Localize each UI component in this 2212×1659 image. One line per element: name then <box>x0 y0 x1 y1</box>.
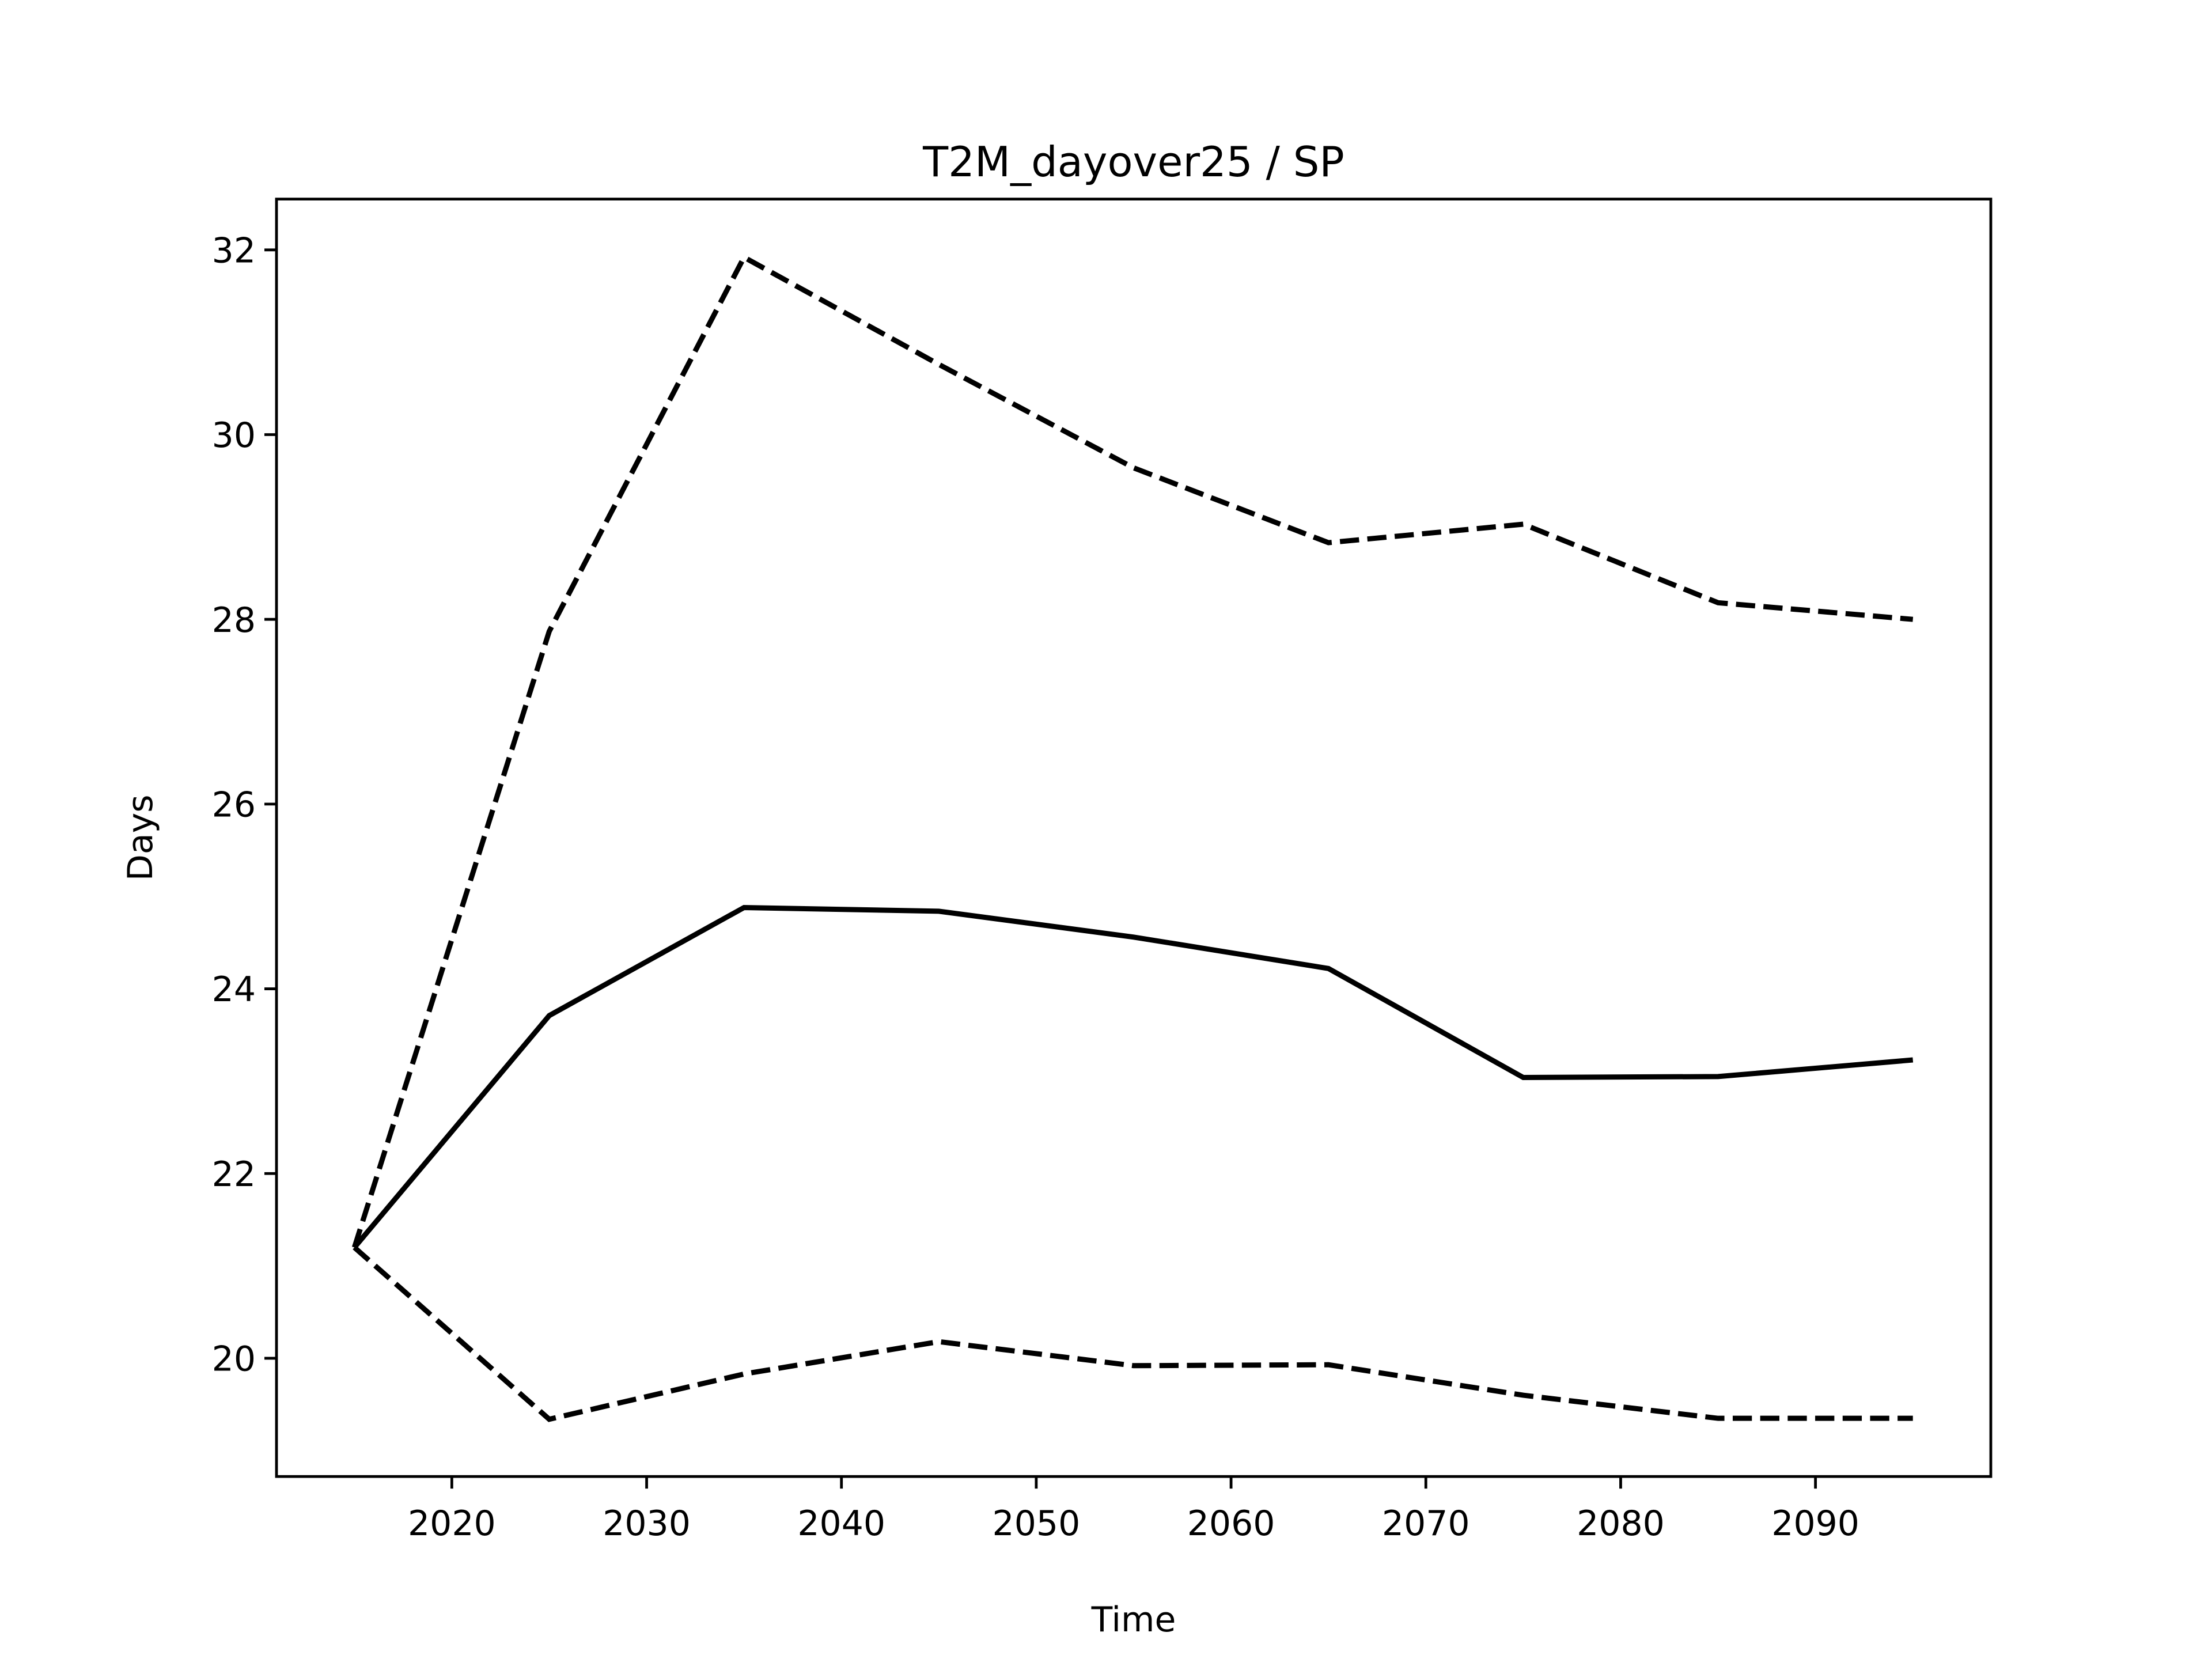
y-axis-label: Days <box>120 795 161 881</box>
chart-title: T2M_dayover25 / SP <box>922 138 1344 186</box>
x-tick-label: 2030 <box>603 1503 691 1544</box>
axes-frame <box>275 198 1993 1478</box>
x-tick-label: 2040 <box>797 1503 885 1544</box>
data-line <box>351 253 1914 1248</box>
y-tick-label: 30 <box>212 415 256 456</box>
x-tick-label: 2020 <box>408 1503 496 1544</box>
x-tick-label: 2090 <box>1771 1503 1859 1544</box>
y-tick-label: 26 <box>212 785 256 825</box>
y-tick-label: 20 <box>212 1339 256 1380</box>
x-tick-label: 2080 <box>1577 1503 1665 1544</box>
data-line <box>353 1245 1913 1422</box>
y-tick-label: 28 <box>212 600 256 641</box>
x-tick-label: 2070 <box>1382 1503 1470 1544</box>
x-tick-label: 2050 <box>993 1503 1081 1544</box>
x-tick-label: 2060 <box>1187 1503 1275 1544</box>
y-tick-label: 22 <box>212 1154 256 1195</box>
y-tick-label: 24 <box>212 969 256 1010</box>
x-axis-label: Time <box>1091 1600 1176 1640</box>
data-line <box>352 904 1914 1249</box>
plot-area: 20 22 24 26 28 30 32 2020 2030 2040 2050 2060 2070 20… <box>212 230 1914 1544</box>
y-tick-label: 32 <box>212 230 256 271</box>
